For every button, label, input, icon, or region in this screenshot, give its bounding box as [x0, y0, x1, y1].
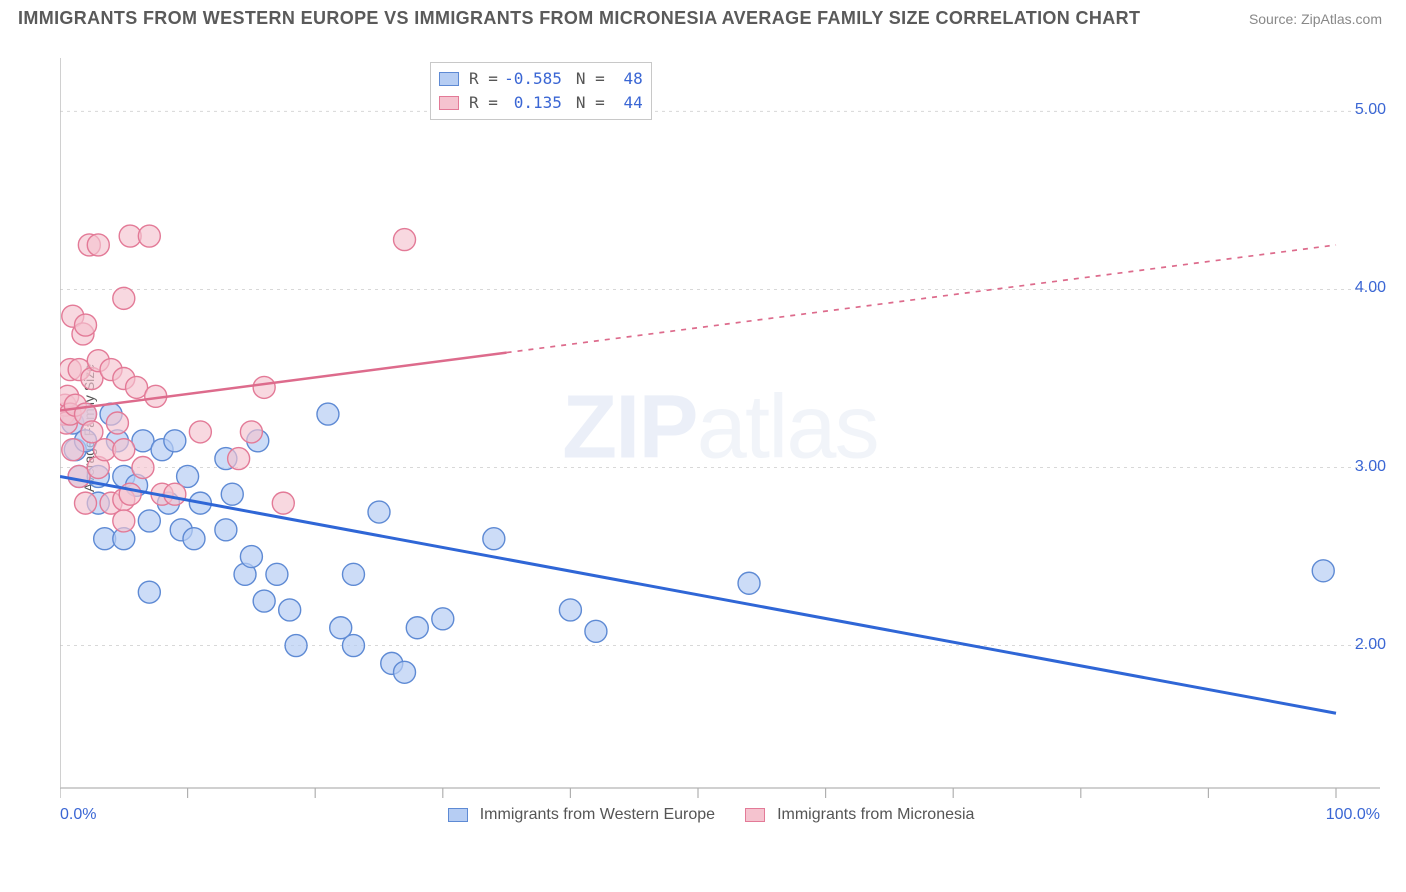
r-label: R =: [469, 91, 498, 115]
r-value: 0.135: [504, 91, 562, 115]
y-tick-label: 4.00: [1355, 279, 1386, 297]
n-label: N =: [576, 91, 605, 115]
n-label: N =: [576, 67, 605, 91]
legend-swatch-blue: [448, 808, 468, 822]
series-swatch-pink: [439, 96, 459, 110]
stats-row-pink: R = 0.135 N = 44: [439, 91, 643, 115]
chart-area: Average Family Size ZIPatlas R = -0.585 …: [60, 58, 1380, 798]
y-tick-label: 5.00: [1355, 101, 1386, 119]
stats-row-blue: R = -0.585 N = 48: [439, 67, 643, 91]
n-value: 44: [611, 91, 643, 115]
series-swatch-blue: [439, 72, 459, 86]
x-tick-max: 100.0%: [1326, 806, 1380, 824]
legend-label: Immigrants from Micronesia: [777, 806, 974, 824]
r-value: -0.585: [504, 67, 562, 91]
x-tick-min: 0.0%: [60, 806, 96, 824]
legend-item-blue: Immigrants from Western Europe: [448, 806, 715, 824]
legend-item-pink: Immigrants from Micronesia: [745, 806, 974, 824]
legend: Immigrants from Western Europe Immigrant…: [448, 806, 975, 824]
header: IMMIGRANTS FROM WESTERN EUROPE VS IMMIGR…: [0, 0, 1406, 29]
y-tick-label: 3.00: [1355, 458, 1386, 476]
stats-box: R = -0.585 N = 48 R = 0.135 N = 44: [430, 62, 652, 120]
legend-swatch-pink: [745, 808, 765, 822]
bottom-bar: 0.0% Immigrants from Western Europe Immi…: [60, 806, 1380, 824]
n-value: 48: [611, 67, 643, 91]
source-label: Source: ZipAtlas.com: [1249, 11, 1382, 27]
y-tick-label: 2.00: [1355, 636, 1386, 654]
legend-label: Immigrants from Western Europe: [480, 806, 715, 824]
r-label: R =: [469, 67, 498, 91]
scatter-chart: [60, 58, 1380, 798]
chart-title: IMMIGRANTS FROM WESTERN EUROPE VS IMMIGR…: [18, 8, 1140, 29]
